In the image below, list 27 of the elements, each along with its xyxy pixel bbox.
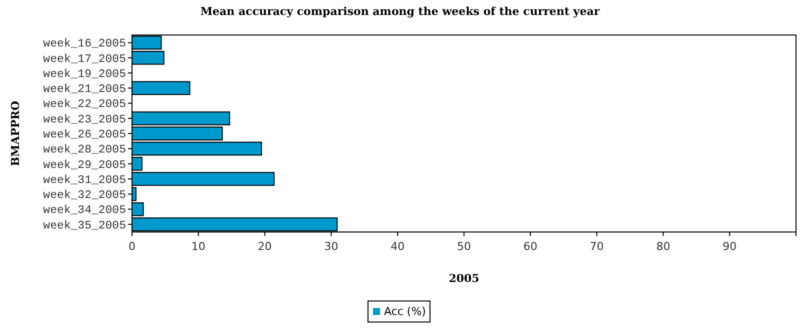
chart-title: Mean accuracy comparison among the weeks of the current year [200,5,600,18]
y-tick-label: week_32_2005 [43,189,126,202]
y-tick-label: week_19_2005 [43,68,126,81]
y-tick-label: week_23_2005 [43,113,126,126]
y-tick-label: week_26_2005 [43,128,126,142]
y-tick-label: week_34_2005 [43,204,126,218]
x-tick-label: 40 [390,240,405,253]
y-axis-title: BMAPPRO [9,100,22,166]
x-axis-title: 2005 [448,272,480,285]
x-tick-label: 90 [722,240,737,253]
y-tick-label: week_31_2005 [43,174,126,187]
y-tick-label: week_28_2005 [43,144,126,157]
x-tick-label: 50 [457,240,471,253]
x-tick-label: 70 [590,240,604,253]
x-tick-label: 80 [656,240,670,253]
x-tick-label: 20 [258,240,272,253]
y-tick-label: week_21_2005 [43,83,126,96]
x-tick-label: 30 [324,240,338,253]
y-tick-label: week_16_2005 [43,38,126,51]
legend-label: Acc (%) [384,305,426,318]
x-tick-label: 10 [191,240,206,253]
x-tick-label: 0 [128,240,136,253]
y-tick-label: week_17_2005 [43,52,126,66]
y-tick-label: week_29_2005 [43,158,126,172]
y-tick-label: week_35_2005 [43,219,126,232]
x-tick-label: 60 [523,240,538,253]
y-tick-label: week_22_2005 [43,98,126,112]
